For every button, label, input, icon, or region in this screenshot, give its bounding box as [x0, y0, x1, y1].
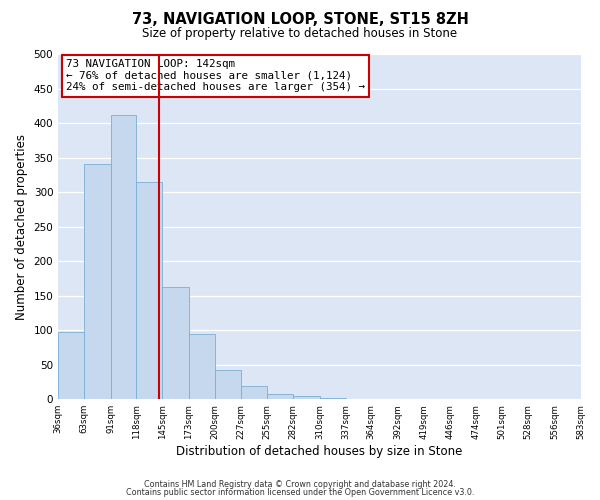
Bar — [320, 398, 346, 399]
Bar — [136, 182, 162, 399]
Bar — [189, 334, 215, 399]
Bar — [110, 115, 136, 399]
Bar — [58, 332, 84, 399]
Bar — [398, 398, 424, 399]
Bar — [241, 386, 267, 399]
Bar — [293, 396, 320, 399]
Text: Contains HM Land Registry data © Crown copyright and database right 2024.: Contains HM Land Registry data © Crown c… — [144, 480, 456, 489]
Text: 73, NAVIGATION LOOP, STONE, ST15 8ZH: 73, NAVIGATION LOOP, STONE, ST15 8ZH — [131, 12, 469, 28]
Y-axis label: Number of detached properties: Number of detached properties — [15, 134, 28, 320]
Text: Contains public sector information licensed under the Open Government Licence v3: Contains public sector information licen… — [126, 488, 474, 497]
Text: 73 NAVIGATION LOOP: 142sqm
← 76% of detached houses are smaller (1,124)
24% of s: 73 NAVIGATION LOOP: 142sqm ← 76% of deta… — [66, 59, 365, 92]
Bar — [267, 394, 293, 399]
Bar — [162, 286, 189, 399]
Bar — [555, 398, 581, 399]
Text: Size of property relative to detached houses in Stone: Size of property relative to detached ho… — [142, 28, 458, 40]
Bar — [215, 370, 241, 399]
X-axis label: Distribution of detached houses by size in Stone: Distribution of detached houses by size … — [176, 444, 463, 458]
Bar — [502, 398, 528, 399]
Bar — [84, 164, 110, 399]
